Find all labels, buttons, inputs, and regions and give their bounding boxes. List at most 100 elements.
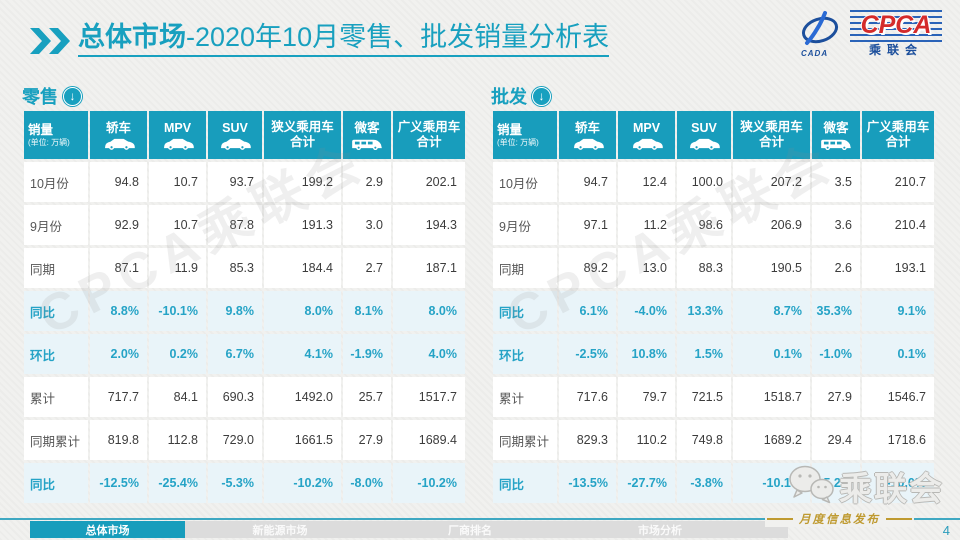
page-number: 4 [942,523,950,538]
table-row: 9月份 92.9 10.7 87.8 191.3 3.0 194.3 [24,205,465,245]
column-header-6: 广义乘用车 合计 [862,111,934,159]
column-header-4: 狭义乘用车 合计 [733,111,810,159]
value-cell: 110.2 [618,420,675,460]
value-cell: 193.1 [862,248,934,288]
value-cell: 1518.7 [733,377,810,417]
table-row: 10月份 94.7 12.4 100.0 207.2 3.5 210.7 [493,162,934,202]
value-cell: 8.0% [264,291,341,331]
table-row: 同期 87.1 11.9 85.3 184.4 2.7 187.1 [24,248,465,288]
value-cell: 4.1% [264,334,341,374]
value-cell: -5.3% [208,463,262,503]
footer-tab-1[interactable]: 总体市场 [30,521,185,538]
car-icon [679,137,729,150]
value-cell: 3.6 [812,205,860,245]
value-cell: 206.9 [733,205,810,245]
value-cell: 2.9 [343,162,391,202]
wholesale-section: 批发 ↓ 销量 (单位: 万辆) 轿车 MPV SUV 狭义乘用车 合计 微客 广义乘用车 合… [491,84,938,506]
value-cell: -10.2% [264,463,341,503]
retail-section: 零售 ↓ 销量 (单位: 万辆) 轿车 MPV SUV 狭义乘用车 合计 微客 广义乘用车 合… [22,84,469,506]
footer-tab-4[interactable]: 市场分析 [638,524,682,537]
title-bar: 总体市场-2020年10月零售、批发销量分析表 [28,22,610,61]
value-cell: -2.5% [559,334,616,374]
value-cell: -27.7% [618,463,675,503]
value-cell: 199.2 [264,162,341,202]
value-cell: 87.8 [208,205,262,245]
value-cell: -13.5% [559,463,616,503]
row-label: 10月份 [24,162,88,202]
value-cell: 1718.6 [862,420,934,460]
page-title-highlight: 总体市场 [78,22,186,52]
retail-section-header: 零售 ↓ [22,84,469,108]
column-header-3: SUV [208,111,262,159]
value-cell: 6.7% [208,334,262,374]
value-cell: 6.1% [559,291,616,331]
value-cell: 11.9 [149,248,206,288]
footer-tab-3[interactable]: 厂商排名 [448,524,492,537]
table-row: 同比 -13.5% -27.7% -3.8% -10.1% -5.2% -10.0% [493,463,934,503]
row-label: 同比 [24,291,88,331]
table-row: 9月份 97.1 11.2 98.6 206.9 3.6 210.4 [493,205,934,245]
car-icon [620,137,673,150]
value-cell: 1689.2 [733,420,810,460]
footer-tab-2[interactable]: 新能源市场 [252,524,308,537]
value-cell: 184.4 [264,248,341,288]
table-row: 累计 717.7 84.1 690.3 1492.0 25.7 1517.7 [24,377,465,417]
value-cell: 10.8% [618,334,675,374]
value-cell: 717.7 [90,377,147,417]
value-cell: 89.2 [559,248,616,288]
row-label: 累计 [24,377,88,417]
table-row: 环比 -2.5% 10.8% 1.5% 0.1% -1.0% 0.1% [493,334,934,374]
row-label: 累计 [493,377,557,417]
release-note-dash-right [886,518,912,520]
value-cell: 87.1 [90,248,147,288]
tables-wrap: 零售 ↓ 销量 (单位: 万辆) 轿车 MPV SUV 狭义乘用车 合计 微客 广义乘用车 合… [22,84,938,506]
release-note: 月度信息发布 [765,511,914,527]
value-cell: -10.1% [733,463,810,503]
retail-table: 销量 (单位: 万辆) 轿车 MPV SUV 狭义乘用车 合计 微客 广义乘用车 合计 10月份… [22,108,467,506]
unit-note: (单位: 万辆) [497,137,539,147]
value-cell: 690.3 [208,377,262,417]
value-cell: 1517.7 [393,377,465,417]
value-cell: 13.3% [677,291,731,331]
value-cell: 2.0% [90,334,147,374]
cpca-acronym: CPCA [860,11,932,39]
page-title: 总体市场-2020年10月零售、批发销量分析表 [78,22,610,58]
value-cell: -1.0% [812,334,860,374]
cpca-logo: CADA CPCA 乘联会 [795,10,942,58]
column-header-1: 轿车 [90,111,147,159]
van-icon [814,137,858,150]
value-cell: 112.8 [149,420,206,460]
down-arrow-icon: ↓ [63,86,82,106]
value-cell: 202.1 [393,162,465,202]
value-cell: -8.0% [343,463,391,503]
row-label: 同期 [493,248,557,288]
value-cell: 3.0 [343,205,391,245]
value-cell: 98.6 [677,205,731,245]
value-cell: 10.7 [149,205,206,245]
value-cell: -10.2% [393,463,465,503]
double-chevron-icon [28,26,70,61]
value-cell: 0.2% [149,334,206,374]
value-cell: 0.1% [733,334,810,374]
column-header-5: 微客 [343,111,391,159]
value-cell: -25.4% [149,463,206,503]
value-cell: 0.1% [862,334,934,374]
value-cell: 9.8% [208,291,262,331]
value-cell: 1.5% [677,334,731,374]
value-cell: 97.1 [559,205,616,245]
value-cell: 829.3 [559,420,616,460]
row-label: 同期累计 [493,420,557,460]
value-cell: 13.0 [618,248,675,288]
row-label: 环比 [24,334,88,374]
value-cell: 8.8% [90,291,147,331]
value-cell: 85.3 [208,248,262,288]
footer-tab-bar: 总体市场 新能源市场 厂商排名 市场分析 [30,521,788,538]
wholesale-label: 批发 [491,87,527,107]
column-header-4: 狭义乘用车 合计 [264,111,341,159]
value-cell: 210.7 [862,162,934,202]
value-cell: 1546.7 [862,377,934,417]
value-cell: 1492.0 [264,377,341,417]
logo-stripes [850,10,942,42]
value-cell: 11.2 [618,205,675,245]
value-cell: 210.4 [862,205,934,245]
